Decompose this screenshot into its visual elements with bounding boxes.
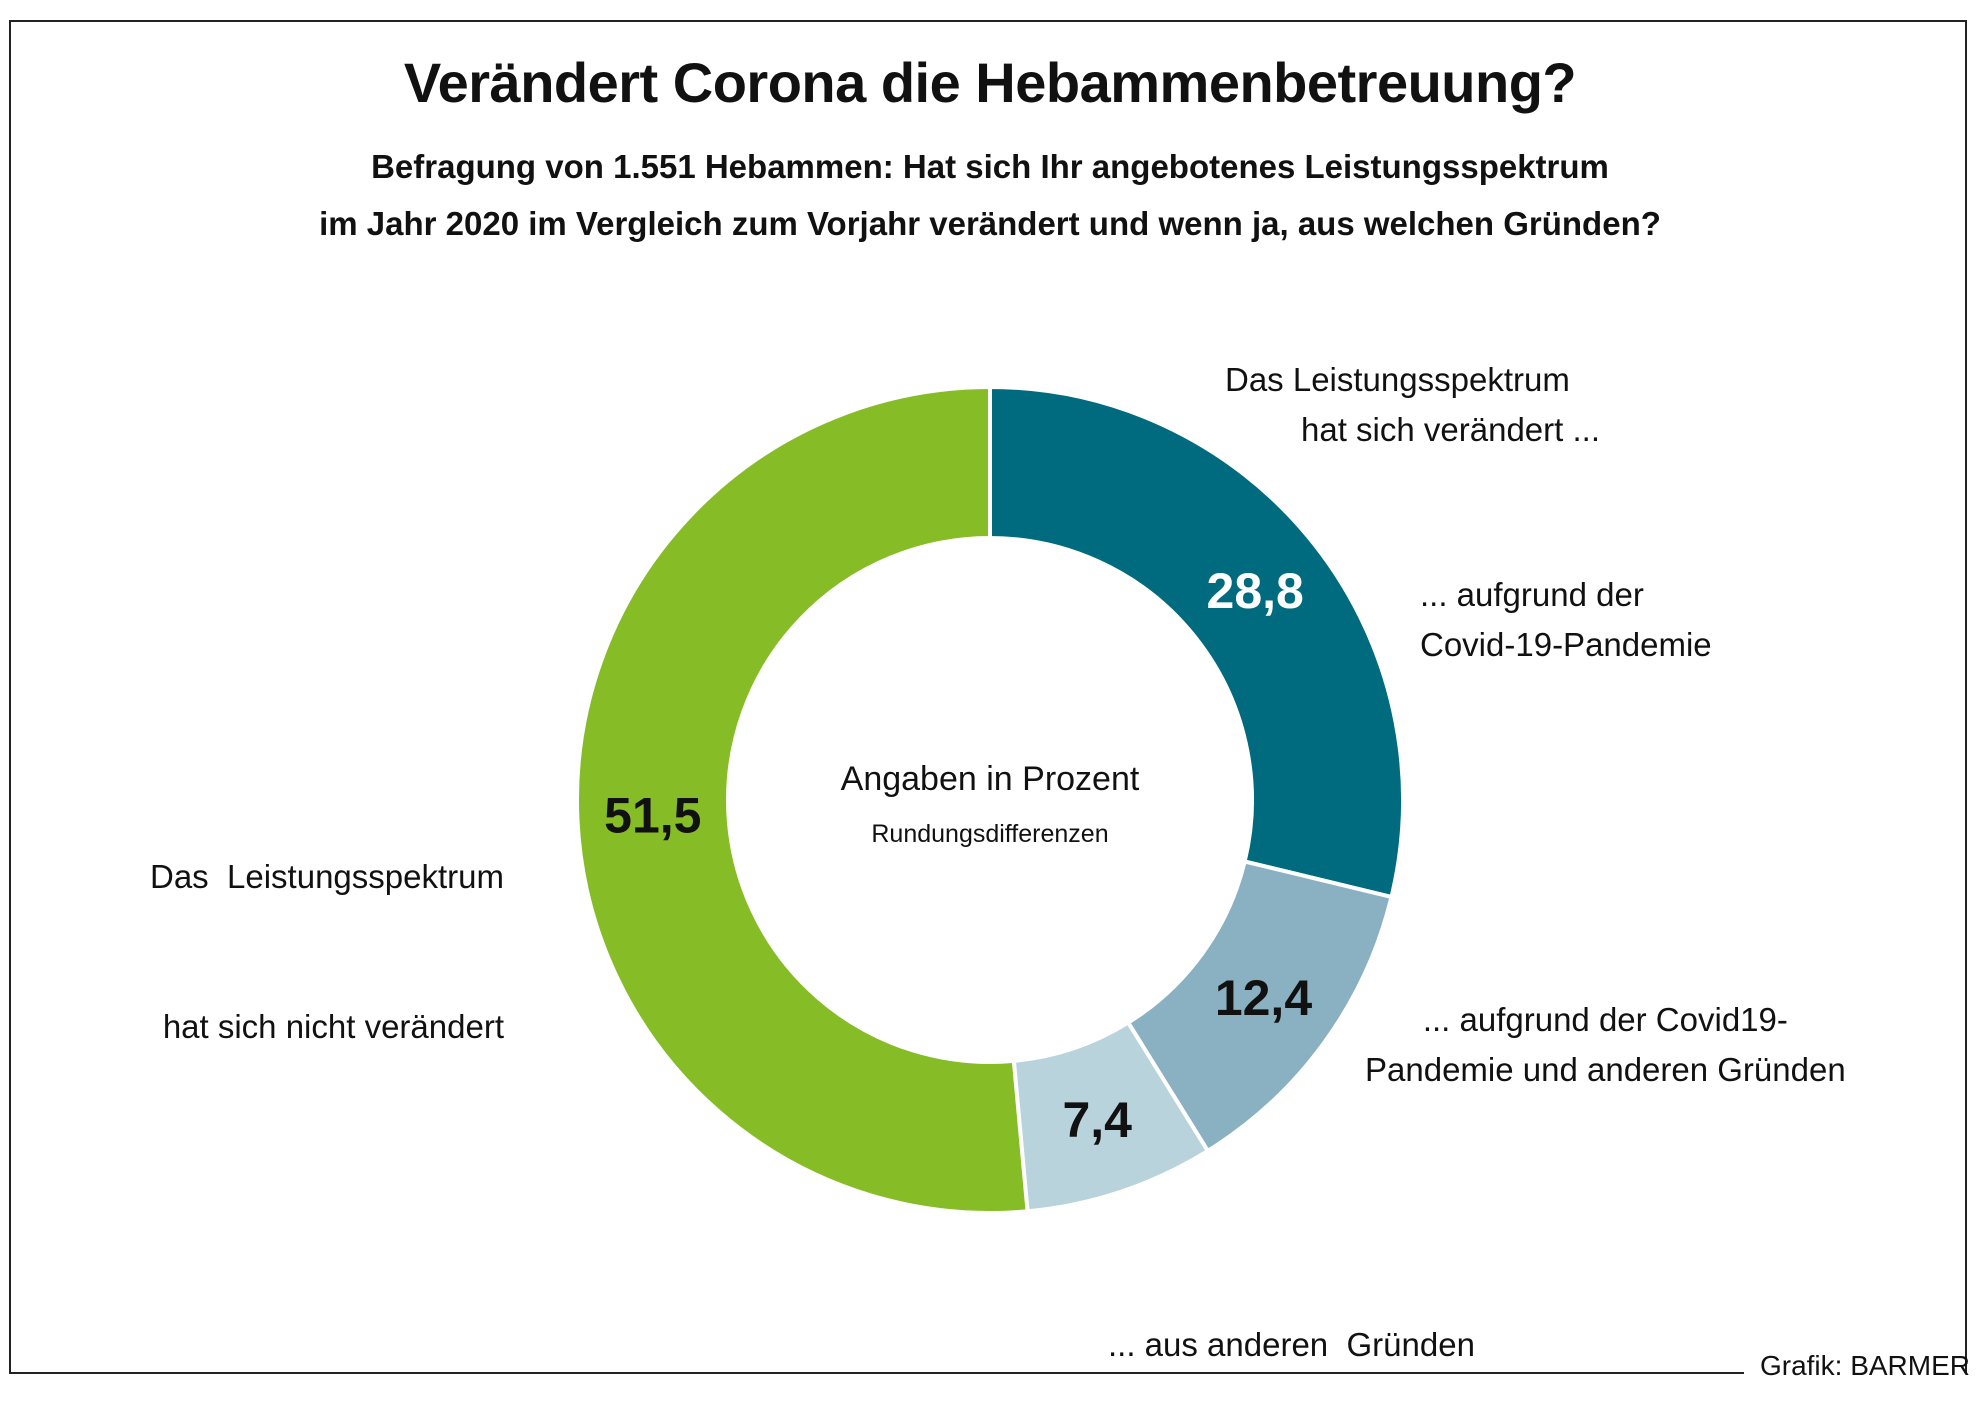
chart-subtitle-line-1: Befragung von 1.551 Hebammen: Hat sich I… [371, 148, 1609, 185]
donut-value-label-2: 7,4 [1062, 1092, 1132, 1148]
slice-label-covid-and-other-line-2: Pandemie und anderen Gründen [1365, 1051, 1846, 1088]
donut-value-label-1: 12,4 [1215, 970, 1313, 1026]
slice-label-covid-line-2: Covid-19-Pandemie [1420, 626, 1712, 663]
group-label-line-1: Das Leistungsspektrum [1225, 361, 1570, 398]
group-label-changed: Das Leistungsspektrum hat sich verändert… [1225, 355, 1805, 455]
slice-label-unchanged-line-1: Das Leistungsspektrum [150, 858, 504, 895]
slice-label-other-line-1: ... aus anderen Gründen [1108, 1326, 1475, 1363]
slice-label-covid-and-other-line-1: ... aufgrund der Covid19- [1422, 1001, 1788, 1038]
donut-slice-0 [988, 384, 1405, 900]
slice-label-covid-line-1: ... aufgrund der [1420, 576, 1644, 613]
slice-label-unchanged-line-2: hat sich nicht verändert [162, 1008, 504, 1045]
donut-value-label-0: 28,8 [1207, 563, 1304, 619]
frame-bottom-rule [9, 1372, 1744, 1374]
slice-label-covid-and-other: ... aufgrund der Covid19- Pandemie und a… [1365, 995, 1846, 1095]
chart-title: Verändert Corona die Hebammenbetreuung? [403, 51, 1577, 114]
donut-slice-3 [575, 384, 1030, 1215]
group-label-line-2: hat sich verändert ... [1301, 411, 1600, 448]
slice-label-covid: ... aufgrund der Covid-19-Pandemie [1420, 570, 1712, 670]
slice-label-unchanged: Das Leistungsspektrum hat sich nicht ver… [150, 752, 504, 1102]
center-note-rounding: Rundungsdifferenzen [871, 820, 1109, 848]
donut-value-label-3: 51,5 [604, 787, 701, 843]
donut-chart: 28,8 12,4 7,4 51,5 [575, 384, 1405, 1215]
credit: Grafik: BARMER [1759, 1350, 1970, 1381]
chart-subtitle-line-2: im Jahr 2020 im Vergleich zum Vorjahr ve… [319, 205, 1661, 242]
chart-frame [9, 20, 1967, 1374]
slice-label-other: ... aus anderen Gründen [1108, 1220, 1475, 1420]
center-note-unit: Angaben in Prozent [840, 760, 1140, 798]
